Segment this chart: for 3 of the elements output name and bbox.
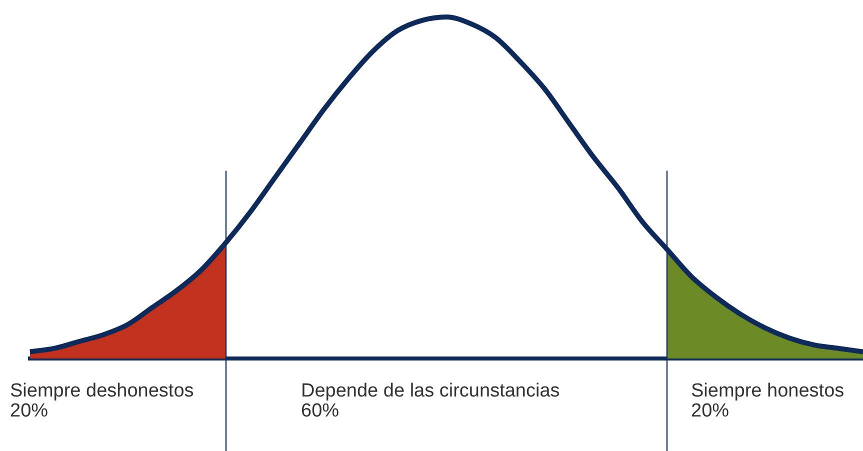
text: Siempre honestos 20% xyxy=(691,380,844,422)
text: Depende de las circunstancias 60% xyxy=(301,380,560,422)
text: Siempre deshonestos 20% xyxy=(10,380,194,422)
